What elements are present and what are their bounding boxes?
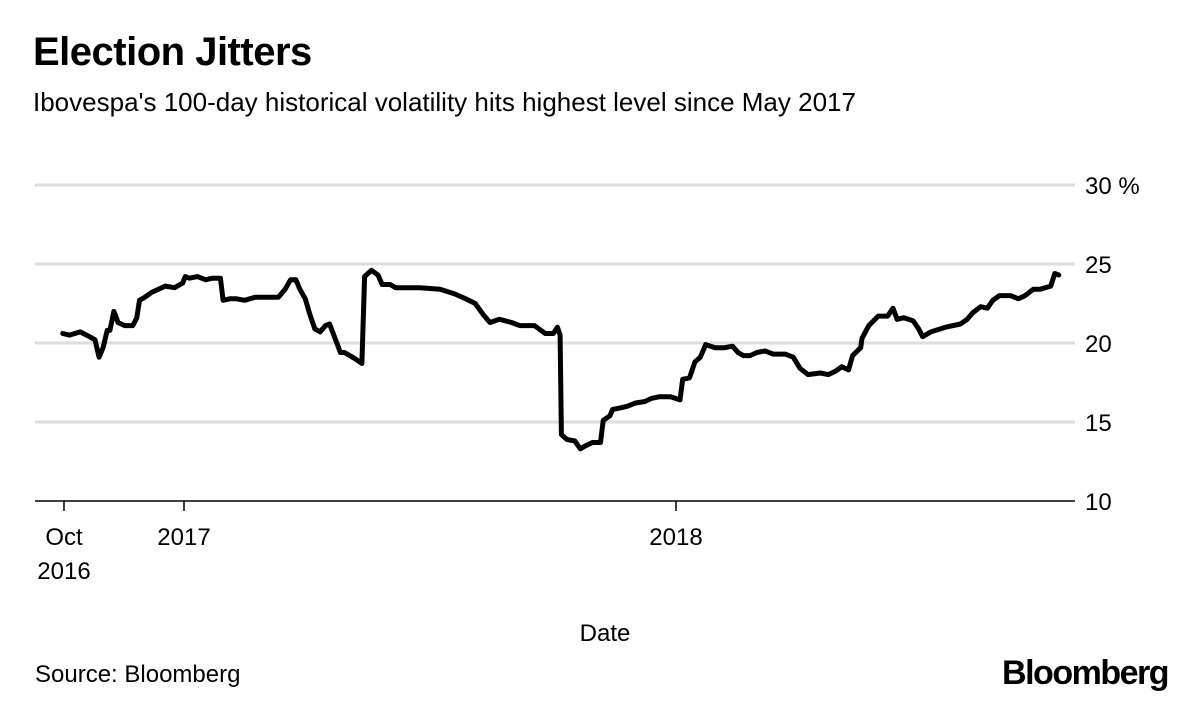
- series-line: [60, 267, 1062, 452]
- y-tick-label: 30 %: [1085, 173, 1140, 200]
- x-tick-label: 2018: [649, 524, 702, 551]
- x-tick-label: 2017: [157, 524, 210, 551]
- source-note: Source: Bloomberg: [35, 661, 241, 688]
- y-tick-label: 15: [1085, 410, 1112, 437]
- chart-subtitle: Ibovespa's 100-day historical volatility…: [33, 87, 856, 117]
- chart-title: Election Jitters: [33, 30, 312, 74]
- y-tick-label: 10: [1085, 489, 1112, 516]
- bloomberg-logo: Bloomberg: [1002, 654, 1169, 692]
- x-tick-label: Oct: [45, 524, 83, 551]
- y-tick-label: 20: [1085, 331, 1112, 358]
- x-tick-label-year: 2016: [37, 558, 90, 585]
- y-tick-label: 25: [1085, 252, 1112, 279]
- x-axis-label: Date: [580, 620, 631, 647]
